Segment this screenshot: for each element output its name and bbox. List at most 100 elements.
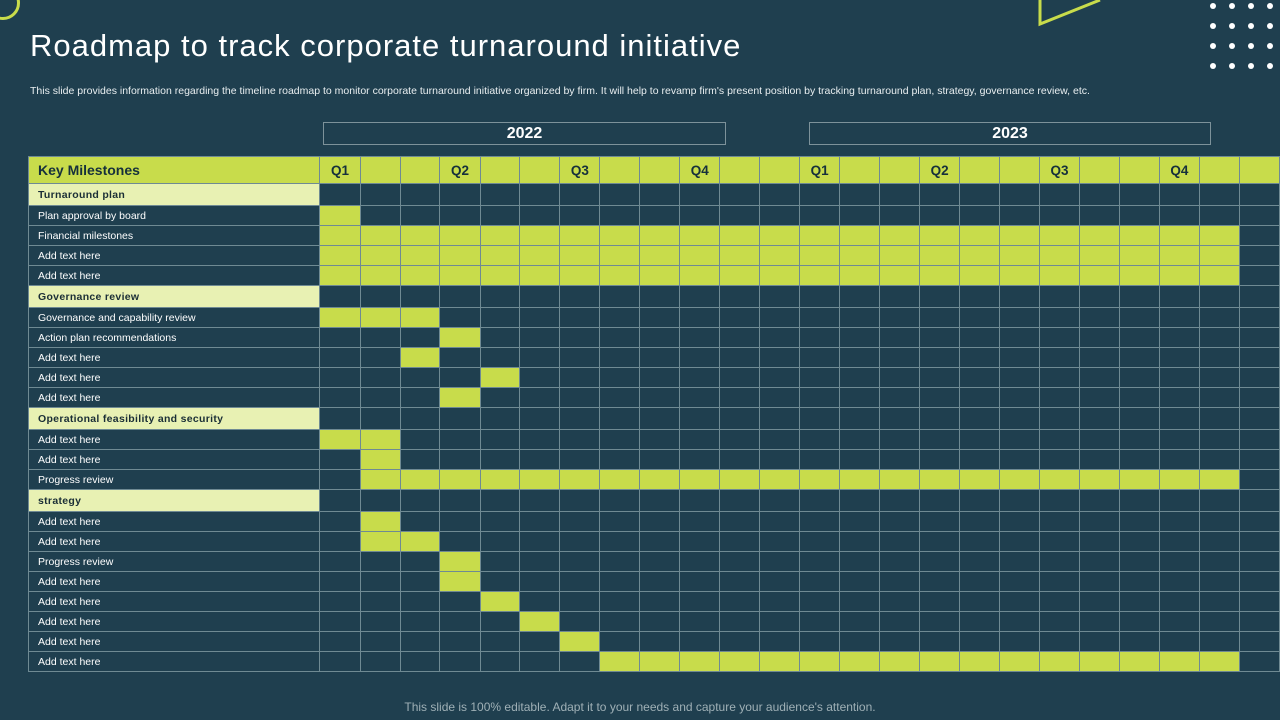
timeline-bar-cell — [359, 531, 401, 552]
timeline-cell — [399, 407, 441, 430]
timeline-cell — [1238, 387, 1280, 408]
timeline-cell — [839, 611, 881, 632]
timeline-cell — [1198, 327, 1240, 348]
timeline-cell — [1238, 367, 1280, 388]
category-label: Governance review — [27, 285, 321, 308]
timeline-cell — [1238, 225, 1280, 246]
timeline-bar-cell — [679, 245, 721, 266]
timeline-bar-cell — [1118, 265, 1160, 286]
timeline-bar-cell — [959, 469, 1001, 490]
timeline-bar-cell — [999, 245, 1040, 266]
timeline-cell — [359, 489, 401, 512]
timeline-cell — [759, 531, 801, 552]
timeline-cell — [399, 489, 441, 512]
milestone-row: Add text here — [27, 631, 1280, 652]
timeline-cell — [999, 531, 1040, 552]
milestone-label: Add text here — [27, 611, 321, 632]
timeline-cell — [719, 347, 761, 368]
timeline-cell — [1238, 551, 1280, 572]
timeline-bar-cell — [359, 307, 401, 328]
timeline-cell — [799, 429, 841, 450]
timeline-cell — [479, 489, 521, 512]
timeline-cell — [1118, 631, 1160, 652]
timeline-cell — [918, 571, 961, 592]
timeline-cell — [479, 205, 521, 226]
timeline-bar-cell — [479, 245, 521, 266]
timeline-cell — [1158, 511, 1200, 532]
timeline-cell — [679, 387, 721, 408]
timeline-cell — [439, 183, 481, 206]
milestone-row: Add text here — [27, 429, 1280, 450]
timeline-cell — [1079, 591, 1120, 612]
timeline-cell — [959, 571, 1001, 592]
timeline-bar-cell — [319, 205, 361, 226]
timeline-cell — [519, 285, 561, 308]
timeline-cell — [799, 367, 841, 388]
milestone-row: Add text here — [27, 651, 1280, 672]
timeline-cell — [679, 611, 721, 632]
timeline-cell — [319, 571, 361, 592]
timeline-cell — [959, 367, 1001, 388]
milestone-row: Add text here — [27, 511, 1280, 532]
timeline-cell — [359, 205, 401, 226]
timeline-cell — [719, 511, 761, 532]
timeline-cell — [759, 449, 801, 470]
timeline-cell — [999, 327, 1040, 348]
timeline-bar-cell — [799, 469, 841, 490]
timeline-cell — [759, 347, 801, 368]
timeline-cell — [839, 449, 881, 470]
timeline-cell — [319, 285, 361, 308]
timeline-cell — [439, 205, 481, 226]
period-header-cell — [399, 156, 441, 184]
timeline-cell — [1118, 449, 1160, 470]
timeline-cell — [1118, 205, 1160, 226]
timeline-cell — [679, 367, 721, 388]
timeline-cell — [1038, 611, 1081, 632]
timeline-cell — [639, 285, 681, 308]
milestone-label: Add text here — [27, 571, 321, 592]
timeline-cell — [719, 183, 761, 206]
period-header-cell — [479, 156, 521, 184]
timeline-cell — [519, 307, 561, 328]
timeline-cell — [479, 387, 521, 408]
timeline-cell — [879, 387, 920, 408]
timeline-cell — [319, 489, 361, 512]
timeline-cell — [599, 449, 641, 470]
timeline-cell — [759, 285, 801, 308]
timeline-cell — [559, 327, 601, 348]
timeline-cell — [759, 327, 801, 348]
timeline-cell — [319, 327, 361, 348]
timeline-cell — [1158, 591, 1200, 612]
timeline-bar-cell — [959, 265, 1001, 286]
timeline-cell — [719, 307, 761, 328]
timeline-cell — [1038, 183, 1081, 206]
timeline-cell — [1038, 387, 1081, 408]
timeline-cell — [1158, 387, 1200, 408]
timeline-bar-cell — [719, 245, 761, 266]
period-header-cell: Q1 — [799, 156, 841, 184]
timeline-cell — [639, 511, 681, 532]
timeline-cell — [879, 205, 920, 226]
period-header-cell: Q2 — [439, 156, 481, 184]
timeline-cell — [599, 285, 641, 308]
timeline-cell — [1079, 367, 1120, 388]
timeline-cell — [959, 591, 1001, 612]
milestone-row: Add text here — [27, 591, 1280, 612]
timeline-bar-cell — [1038, 245, 1081, 266]
timeline-cell — [959, 285, 1001, 308]
timeline-cell — [319, 611, 361, 632]
timeline-bar-cell — [879, 225, 920, 246]
timeline-cell — [639, 307, 681, 328]
timeline-cell — [1158, 307, 1200, 328]
milestone-row: Add text here — [27, 265, 1280, 286]
timeline-cell — [999, 205, 1040, 226]
timeline-cell — [1238, 591, 1280, 612]
timeline-cell — [679, 285, 721, 308]
timeline-cell — [319, 387, 361, 408]
timeline-cell — [1198, 449, 1240, 470]
period-header-cell — [719, 156, 761, 184]
timeline-cell — [1079, 531, 1120, 552]
timeline-cell — [559, 307, 601, 328]
timeline-bar-cell — [639, 225, 681, 246]
timeline-cell — [479, 551, 521, 572]
